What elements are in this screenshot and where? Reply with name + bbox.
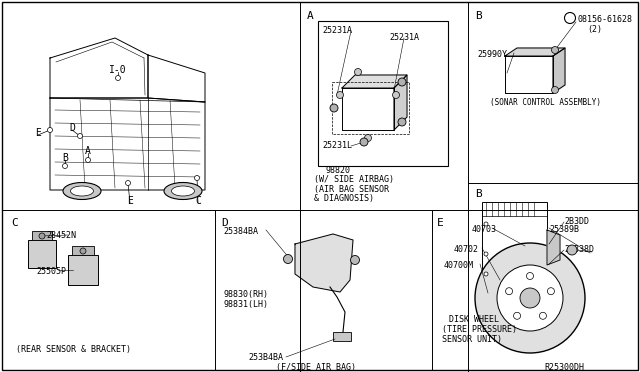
- Text: D: D: [221, 218, 228, 228]
- Text: 40702: 40702: [454, 245, 479, 254]
- Text: C: C: [11, 218, 18, 228]
- Polygon shape: [505, 56, 553, 93]
- Text: 25231L: 25231L: [322, 141, 352, 150]
- Text: 25505P: 25505P: [36, 267, 66, 276]
- Polygon shape: [50, 38, 148, 98]
- Text: E: E: [35, 128, 41, 138]
- Text: 253B4BA: 253B4BA: [248, 353, 283, 362]
- Bar: [482, 202, 547, 282]
- Circle shape: [484, 222, 488, 226]
- Text: 28452N: 28452N: [46, 231, 76, 240]
- Circle shape: [360, 138, 368, 146]
- Circle shape: [547, 288, 554, 295]
- Circle shape: [475, 243, 585, 353]
- Polygon shape: [50, 98, 205, 190]
- Bar: [68, 255, 98, 285]
- Text: 08156-61628: 08156-61628: [577, 15, 632, 24]
- Circle shape: [63, 164, 67, 169]
- Text: 40703: 40703: [472, 225, 497, 234]
- Circle shape: [484, 272, 488, 276]
- Text: E: E: [127, 196, 133, 206]
- Text: E: E: [437, 218, 444, 228]
- Circle shape: [47, 128, 52, 132]
- Circle shape: [80, 248, 86, 254]
- Text: 25231A: 25231A: [322, 26, 352, 35]
- Text: (SONAR CONTROL ASSEMBLY): (SONAR CONTROL ASSEMBLY): [490, 98, 601, 107]
- Polygon shape: [342, 75, 407, 88]
- Circle shape: [77, 134, 83, 138]
- Polygon shape: [148, 55, 205, 102]
- Text: B: B: [62, 153, 68, 163]
- Ellipse shape: [63, 183, 101, 199]
- Ellipse shape: [172, 186, 195, 196]
- Text: (TIRE PRESSURE): (TIRE PRESSURE): [442, 325, 517, 334]
- Text: (W/ SIDE AIRBAG): (W/ SIDE AIRBAG): [314, 175, 394, 184]
- Bar: [28, 240, 56, 268]
- Circle shape: [86, 157, 90, 163]
- Circle shape: [520, 288, 540, 308]
- Text: B: B: [475, 11, 482, 21]
- Circle shape: [398, 118, 406, 126]
- Text: (F/SIDE AIR BAG): (F/SIDE AIR BAG): [276, 363, 356, 372]
- Circle shape: [365, 135, 371, 141]
- Text: 98820: 98820: [326, 166, 351, 175]
- Circle shape: [39, 233, 45, 239]
- Text: (AIR BAG SENSOR: (AIR BAG SENSOR: [314, 185, 389, 194]
- Text: SENSOR UNIT): SENSOR UNIT): [442, 335, 502, 344]
- Text: B: B: [475, 189, 482, 199]
- Text: 25990Y: 25990Y: [477, 50, 507, 59]
- Text: DISK WHEEL: DISK WHEEL: [449, 315, 499, 324]
- Polygon shape: [553, 48, 565, 93]
- Circle shape: [398, 78, 406, 86]
- Circle shape: [330, 104, 338, 112]
- Polygon shape: [394, 75, 407, 130]
- Text: 2B3DD: 2B3DD: [564, 217, 589, 226]
- Text: (2): (2): [587, 25, 602, 34]
- Text: 98830(RH): 98830(RH): [223, 290, 268, 299]
- Circle shape: [513, 312, 520, 319]
- Circle shape: [392, 92, 399, 99]
- Circle shape: [484, 252, 488, 256]
- Ellipse shape: [70, 186, 93, 196]
- Text: A: A: [307, 11, 314, 21]
- Polygon shape: [505, 48, 565, 56]
- Circle shape: [355, 68, 362, 76]
- Bar: [32, 231, 52, 240]
- Text: 25231A: 25231A: [389, 33, 419, 42]
- Circle shape: [540, 312, 547, 319]
- Circle shape: [351, 256, 360, 264]
- Bar: [333, 332, 351, 341]
- Circle shape: [115, 76, 120, 80]
- Text: S: S: [568, 15, 572, 21]
- Text: 40700M: 40700M: [444, 261, 474, 270]
- Ellipse shape: [164, 183, 202, 199]
- Polygon shape: [295, 234, 353, 292]
- Text: R25300DH: R25300DH: [544, 363, 584, 372]
- Text: 25389B: 25389B: [549, 225, 579, 234]
- Circle shape: [564, 13, 575, 23]
- Circle shape: [552, 46, 559, 54]
- Text: 98831(LH): 98831(LH): [223, 300, 268, 309]
- Text: C: C: [195, 196, 201, 206]
- Text: & DIAGNOSIS): & DIAGNOSIS): [314, 194, 374, 203]
- Circle shape: [506, 288, 513, 295]
- Circle shape: [567, 245, 577, 255]
- Text: 25384BA: 25384BA: [223, 227, 258, 236]
- Circle shape: [337, 92, 344, 99]
- Text: A: A: [85, 146, 91, 156]
- Text: (REAR SENSOR & BRACKET): (REAR SENSOR & BRACKET): [16, 345, 131, 354]
- Circle shape: [552, 87, 559, 93]
- Text: D: D: [69, 123, 75, 133]
- Bar: [72, 246, 94, 255]
- Circle shape: [125, 180, 131, 186]
- Text: I-0: I-0: [109, 65, 127, 75]
- Circle shape: [195, 176, 200, 180]
- Bar: [318, 21, 448, 166]
- Polygon shape: [547, 230, 560, 265]
- Text: 25338D: 25338D: [564, 245, 594, 254]
- Polygon shape: [342, 88, 394, 130]
- Circle shape: [527, 273, 534, 279]
- Circle shape: [284, 254, 292, 263]
- Circle shape: [497, 265, 563, 331]
